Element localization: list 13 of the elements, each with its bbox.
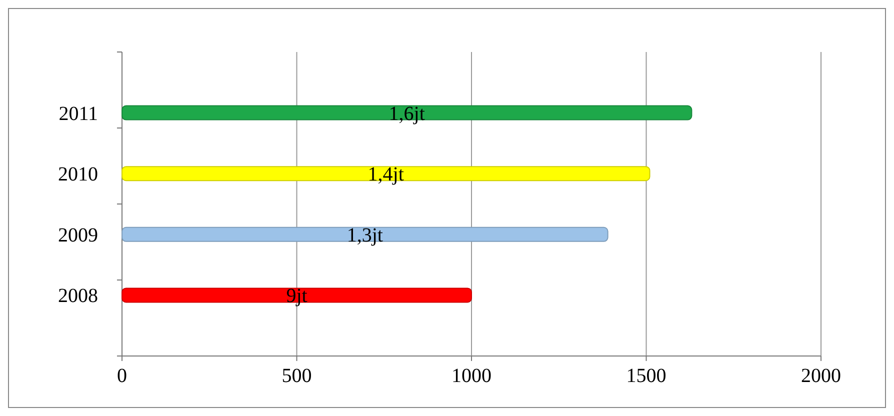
annotation: 1,4jt bbox=[368, 164, 404, 186]
annotation: 1,3jt bbox=[346, 224, 384, 246]
annotation: 9jt bbox=[286, 285, 308, 308]
x-tick-label: 500 bbox=[282, 365, 312, 387]
y-tick-label: 2009 bbox=[58, 224, 98, 246]
y-tick-label: 2010 bbox=[58, 164, 98, 186]
y-tick-label: 2011 bbox=[58, 102, 98, 125]
y-tick-label: 2008 bbox=[58, 285, 98, 308]
x-tick-label: 1000 bbox=[452, 365, 492, 387]
annotation: 1,6jt bbox=[388, 102, 426, 125]
x-tick-label: 2000 bbox=[801, 365, 841, 387]
x-tick-label: 0 bbox=[117, 365, 127, 387]
x-tick-label: 1500 bbox=[626, 365, 666, 387]
